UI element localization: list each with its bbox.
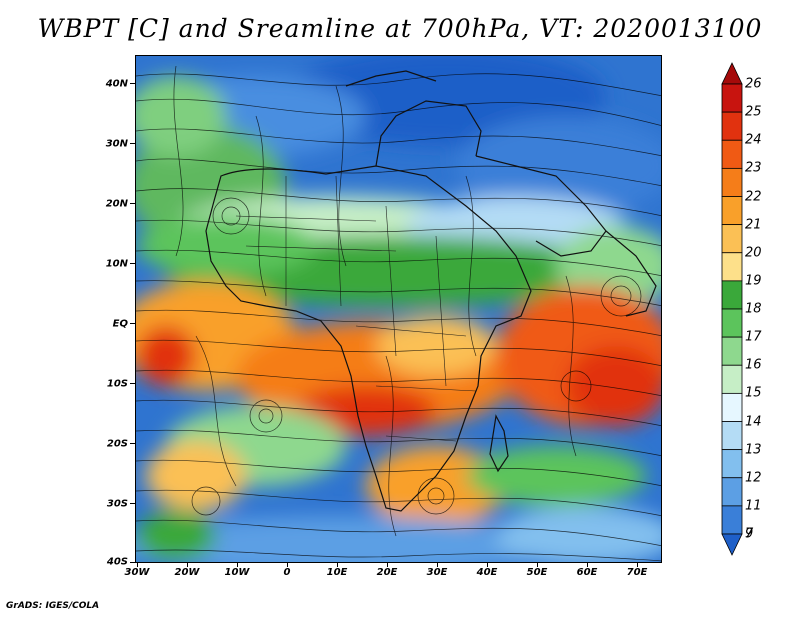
- colorbar-label: 13: [745, 442, 762, 458]
- lon-label-30e: 30E: [426, 567, 448, 578]
- lon-label-70e: 70E: [626, 567, 648, 578]
- colorbar-segment: [721, 167, 743, 197]
- colorbar-label: 23: [745, 160, 762, 176]
- lat-label-10n: 10N: [105, 258, 128, 270]
- lat-label-20s: 20S: [106, 438, 128, 450]
- colorbar-label: 20: [745, 245, 762, 261]
- colorbar-label: 17: [745, 329, 762, 345]
- colorbar-label: 19: [745, 273, 762, 289]
- lat-label-30n: 30N: [105, 138, 128, 150]
- lon-label-0: 0: [283, 567, 291, 578]
- lon-label-60e: 60E: [576, 567, 598, 578]
- colorbar-label: 9: [745, 526, 754, 542]
- colorbar-segment: [721, 196, 743, 226]
- lat-label-10s: 10S: [106, 378, 128, 390]
- lon-label-20e: 20E: [376, 567, 398, 578]
- lat-label-40n: 40N: [105, 78, 128, 90]
- colorbar-label: 12: [745, 470, 762, 486]
- lon-label-30w: 30W: [124, 567, 150, 578]
- lon-label-20w: 20W: [174, 567, 200, 578]
- chart-title: WBPT [C] and Sreamline at 700hPa, VT: 20…: [37, 14, 763, 43]
- colorbar-label: 18: [745, 301, 762, 317]
- colorbar-segment: [721, 308, 743, 338]
- colorbar-label: 16: [745, 357, 762, 373]
- colorbar-segment: [721, 477, 743, 507]
- lat-label-40s: 40S: [106, 556, 128, 568]
- map-field: [136, 56, 661, 562]
- colorbar-segment-bottom: [721, 533, 743, 556]
- colorbar-segment: [721, 111, 743, 141]
- colorbar-label: 24: [745, 132, 762, 148]
- colorbar-segment: [721, 280, 743, 310]
- colorbar-label: 26: [745, 76, 762, 92]
- colorbar-segment-top: [721, 62, 743, 85]
- lon-label-10e: 10E: [326, 567, 348, 578]
- colorbar-label: 21: [745, 217, 762, 233]
- colorbar-segment: [721, 252, 743, 282]
- lat-label-20n: 20N: [105, 198, 128, 210]
- lon-label-50e: 50E: [526, 567, 548, 578]
- lon-label-10w: 10W: [224, 567, 250, 578]
- colorbar-segment: [721, 505, 743, 535]
- colorbar-label: 22: [745, 189, 762, 204]
- colorbar-segment: [721, 83, 743, 113]
- lat-label-30s: 30S: [106, 498, 128, 510]
- colorbar-label: 11: [745, 498, 762, 514]
- colorbar-segment: [721, 392, 743, 422]
- colorbar-segment: [721, 336, 743, 366]
- colorbar: [721, 62, 743, 556]
- colorbar-segment: [721, 364, 743, 394]
- colorbar-label: 15: [745, 385, 762, 401]
- colorbar-segment: [721, 224, 743, 254]
- streamline-map: [135, 55, 662, 563]
- colorbar-label: 7: [745, 526, 754, 542]
- grads-credit: GrADS: IGES/COLA: [6, 601, 100, 611]
- colorbar-segment: [721, 421, 743, 451]
- colorbar-label: 14: [745, 414, 762, 429]
- colorbar-label: 25: [745, 104, 762, 120]
- lon-label-40e: 40E: [476, 567, 498, 578]
- colorbar-segment: [721, 139, 743, 169]
- lat-label-eq: EQ: [112, 318, 128, 330]
- colorbar-segment: [721, 449, 743, 479]
